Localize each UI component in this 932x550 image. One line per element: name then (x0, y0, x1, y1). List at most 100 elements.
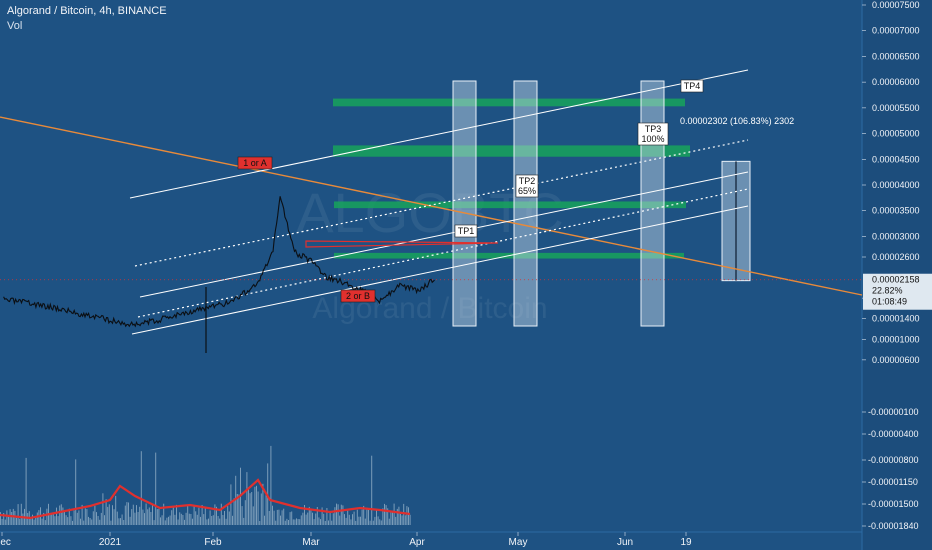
volume-bar (116, 511, 118, 525)
x-tick-label: Apr (409, 537, 425, 548)
volume-bar (336, 503, 337, 525)
volume-bar (62, 507, 64, 525)
volume-bar (49, 513, 51, 525)
volume-bar (342, 505, 344, 525)
volume-bar (324, 521, 326, 525)
volume-bar (97, 516, 99, 525)
volume-indicator-label[interactable]: Vol (7, 20, 23, 32)
volume-bar (276, 509, 278, 525)
volume-bar (214, 504, 216, 525)
current-price-value: 0.00002158 (872, 275, 920, 285)
volume-bar (347, 510, 349, 525)
volume-bar (296, 518, 297, 525)
volume-bar (304, 505, 305, 525)
volume-bar (398, 506, 400, 525)
volume-bar (283, 508, 285, 525)
volume-bar (126, 502, 128, 525)
volume-bar (308, 506, 310, 525)
volume-bar (248, 488, 249, 525)
volume-bar (241, 506, 243, 525)
current-price-change: 22.82% (872, 286, 903, 296)
volume-bar (200, 516, 201, 525)
y-tick-label: 0.00005000 (872, 129, 920, 139)
volume-bar (132, 504, 134, 525)
volume-bar (152, 505, 153, 525)
volume-bar (262, 483, 264, 525)
volume-bar (68, 508, 70, 525)
x-tick-label: Dec (0, 537, 11, 548)
channel-top (129, 69, 749, 199)
volume-bar (100, 512, 102, 525)
volume-bar (73, 510, 75, 525)
volume-bar (382, 508, 384, 525)
volume-bar (297, 519, 299, 525)
volume-bar (201, 505, 203, 525)
volume-bar (318, 517, 320, 525)
volume-bar (294, 519, 296, 525)
volume-bar (14, 510, 16, 525)
volume-bar (406, 506, 408, 525)
volume-bar (209, 510, 211, 525)
volume-bar (80, 518, 81, 525)
volume-bar (36, 512, 38, 525)
volume-bar (115, 495, 117, 525)
volume-bar (20, 503, 22, 525)
volume-bar (35, 516, 37, 525)
chart-title[interactable]: Algorand / Bitcoin, 4h, BINANCE (7, 5, 167, 17)
volume-bar (102, 493, 104, 525)
wave-label-2b-text: 2 or B (346, 291, 370, 301)
volume-bar (44, 520, 46, 525)
channel-inner (139, 171, 749, 298)
current-price-tag (863, 273, 932, 310)
volume-bar (348, 514, 350, 525)
volume-bar (158, 508, 160, 525)
y-tick-label-volume: -0.00000400 (868, 429, 919, 439)
volume-bar (251, 492, 253, 525)
volume-bar (168, 516, 169, 525)
tp2-percent-text: 65% (518, 186, 536, 196)
volume-bar (1, 518, 3, 525)
volume-bar (217, 516, 219, 525)
volume-bar (380, 520, 382, 525)
volume-bar (259, 521, 261, 525)
volume-bar (59, 505, 61, 525)
volume-bar (238, 494, 240, 525)
volume-bar (51, 513, 53, 525)
volume-bar (312, 512, 313, 525)
volume-bar (216, 506, 217, 525)
volume-bar (300, 515, 302, 525)
y-tick-label: 0.00003000 (872, 231, 920, 241)
tp3-label-text: TP3 (645, 124, 662, 134)
volume-bar (235, 475, 237, 525)
volume-bar (38, 510, 40, 525)
x-tick-label: Feb (204, 537, 222, 548)
volume-bar (384, 503, 385, 525)
volume-bar (81, 504, 83, 525)
volume-bar (356, 509, 358, 525)
volume-bar (3, 513, 5, 525)
volume-bar (403, 503, 405, 525)
volume-bar (273, 510, 275, 525)
volume-bar (169, 515, 171, 525)
volume-bar (196, 514, 198, 525)
volume-bar (372, 520, 374, 525)
volume-bar (17, 504, 19, 525)
price-series (3, 196, 435, 353)
channel-bottom (131, 205, 749, 335)
volume-bar (120, 518, 121, 525)
volume-bar (352, 514, 353, 525)
volume-bar (280, 515, 281, 525)
volume-bar (232, 515, 233, 525)
volume-bar (32, 514, 33, 525)
volume-bar (140, 451, 142, 525)
volume-bar (243, 517, 245, 525)
volume-bar (222, 515, 224, 525)
volume-bar (155, 452, 157, 525)
volume-bar (344, 514, 345, 525)
volume-bar (208, 518, 209, 525)
volume-bar (321, 507, 323, 525)
y-tick-label: 0.00007500 (872, 0, 920, 10)
volume-bar (27, 513, 29, 525)
y-tick-label-volume: -0.00001840 (868, 521, 919, 531)
